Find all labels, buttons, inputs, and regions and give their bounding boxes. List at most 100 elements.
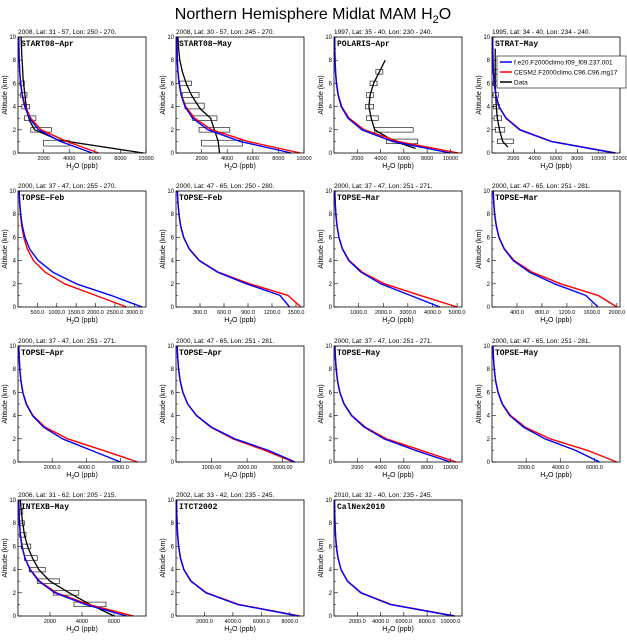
y-tick-label: 10	[325, 35, 332, 41]
campaign-label: TOPSE−May	[337, 349, 380, 358]
x-tick-label: 2000.0	[375, 310, 392, 316]
plot-frame	[491, 190, 621, 308]
y-tick-label: 8	[329, 367, 333, 373]
plot-frame	[491, 345, 621, 463]
plot-frame	[175, 36, 305, 154]
legend-label: f.e20.F2000climo.f09_f09.237.001	[514, 60, 613, 67]
x-tick-label: 5000.0	[449, 310, 466, 316]
series-model1-line	[491, 36, 615, 154]
panel-10: 2000, Lat: 47 - 65, Lon: 251 - 281. TOPSE…	[160, 338, 305, 481]
data-box	[201, 139, 243, 147]
y-tick-label: 4	[487, 414, 491, 420]
y-tick-label: 2	[171, 128, 175, 134]
y-tick-label: 0	[13, 614, 17, 620]
panel-4: 1995, Lat: 34 - 40, Lon: 234 - 240. STRAT…	[476, 29, 627, 172]
series-model1-line	[176, 345, 296, 463]
x-axis-label: H2O (ppb)	[382, 626, 414, 635]
x-tick-label: 900.0	[241, 310, 255, 316]
panel-14: 2002, Lat: 33 - 42, Lon: 235 - 245. ITCT2…	[160, 492, 305, 635]
x-tick-label: 1500.0	[288, 310, 305, 316]
x-axis-label: H2O (ppb)	[66, 626, 98, 635]
x-tick-label: 4000	[374, 156, 386, 162]
y-tick-label: 10	[9, 344, 16, 350]
series-data-line	[20, 36, 144, 154]
x-axis-label: H2O (ppb)	[382, 317, 414, 326]
panel-grid: 2008, Lat: 31 - 57, Lon: 250 - 270. START…	[2, 29, 627, 635]
series-model2-line	[492, 190, 618, 308]
y-tick-label: 10	[167, 35, 174, 41]
x-tick-label: 3000.00	[273, 465, 293, 471]
x-tick-label: 600.0	[217, 310, 231, 316]
panel-5: 2000, Lat: 37 - 47, Lon: 255 - 270. TOPSE…	[2, 183, 147, 326]
series-model2-line	[175, 499, 300, 617]
y-tick-label: 10	[325, 344, 332, 350]
y-tick-label: 4	[171, 105, 175, 111]
panel-info: 2000, Lat: 37 - 47, Lon: 251 - 271.	[334, 338, 432, 345]
series-model1-line	[18, 36, 93, 154]
x-tick-label: 2000	[37, 156, 49, 162]
y-tick-label: 0	[487, 305, 491, 311]
y-tick-label: 6	[13, 235, 17, 241]
series-data-line	[368, 59, 416, 150]
x-axis-label: H2O (ppb)	[66, 317, 98, 326]
y-tick-label: 6	[329, 81, 333, 87]
y-tick-label: 2	[13, 437, 17, 443]
y-tick-label: 6	[13, 390, 17, 396]
y-tick-label: 0	[171, 305, 175, 311]
x-tick-label: 1200.0	[264, 310, 281, 316]
campaign-label: TOPSE−Apr	[21, 349, 64, 358]
data-box	[366, 115, 379, 121]
plot-frame	[175, 190, 305, 308]
x-axis-label: H2O (ppb)	[224, 472, 256, 481]
legend-label: CESM2.F2000climo.C96.C96.mg17	[514, 70, 618, 77]
y-tick-label: 0	[171, 151, 175, 157]
panel-info: 2000, Lat: 47 - 65, Lon: 251 - 281.	[492, 338, 590, 345]
y-tick-label: 10	[167, 498, 174, 504]
campaign-label: INTEXB−May	[21, 503, 69, 512]
campaign-label: START08−Apr	[21, 40, 74, 49]
y-tick-label: 10	[167, 189, 174, 195]
y-tick-label: 2	[13, 128, 17, 134]
x-tick-label: 2000.0	[608, 310, 625, 316]
data-box	[184, 102, 205, 110]
x-tick-label: 10000	[443, 465, 458, 471]
y-tick-label: 2	[487, 128, 491, 134]
y-tick-label: 0	[13, 151, 17, 157]
y-tick-label: 6	[487, 235, 491, 241]
series-data-line	[494, 48, 509, 148]
series-model2-line	[492, 36, 616, 154]
x-tick-label: 2000.0	[196, 619, 213, 625]
x-tick-label: 6000	[108, 619, 120, 625]
plot-frame	[175, 499, 305, 617]
campaign-label: START08−May	[179, 40, 232, 49]
y-tick-label: 8	[487, 212, 491, 218]
plot-frame	[333, 36, 463, 154]
series-data-line	[177, 36, 221, 154]
series-model2-line	[334, 345, 457, 463]
y-tick-label: 8	[487, 367, 491, 373]
y-tick-label: 0	[329, 305, 333, 311]
x-tick-label: 4000.0	[424, 310, 441, 316]
x-tick-label: 6000.0	[253, 619, 270, 625]
data-box	[20, 92, 28, 98]
data-box	[43, 139, 70, 147]
x-tick-label: 500.0	[31, 310, 45, 316]
y-tick-label: 8	[171, 367, 175, 373]
panel-3: 1997, Lat: 35 - 40, Lon: 230 - 240. POLAR…	[318, 29, 463, 172]
y-axis-label: Altitude (km)	[318, 229, 325, 268]
x-tick-label: 4000	[221, 156, 233, 162]
x-tick-label: 6000.0	[395, 619, 412, 625]
panel-info: 2006, Lat: 31 - 62, Lon: 205 - 215.	[18, 492, 116, 499]
panel-2: 2008, Lat: 30 - 57, Lon: 245 - 270. START…	[160, 29, 312, 172]
x-tick-label: 4000.0	[224, 619, 241, 625]
y-tick-label: 2	[487, 282, 491, 288]
plot-frame	[175, 345, 305, 463]
y-tick-label: 0	[171, 614, 175, 620]
y-tick-label: 6	[13, 544, 17, 550]
series-model2-line	[176, 36, 301, 154]
x-tick-label: 10000	[591, 156, 606, 162]
y-tick-label: 4	[13, 414, 17, 420]
x-tick-label: 6000	[550, 156, 562, 162]
y-tick-label: 4	[487, 105, 491, 111]
series-data-line	[19, 499, 115, 617]
